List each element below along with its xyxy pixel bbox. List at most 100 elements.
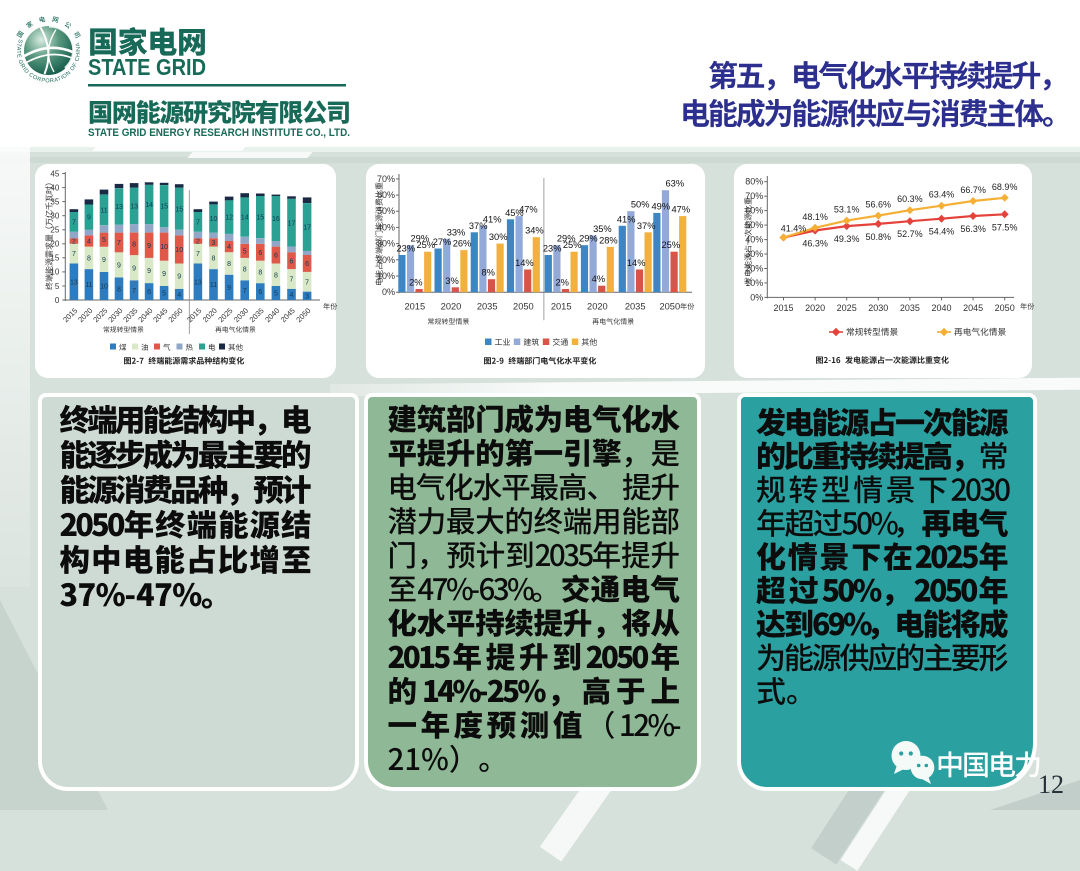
svg-text:8: 8	[212, 255, 216, 262]
svg-text:10: 10	[100, 284, 108, 291]
svg-text:20%: 20%	[745, 264, 763, 274]
svg-text:2035: 2035	[625, 302, 646, 312]
svg-text:33%: 33%	[447, 227, 466, 237]
svg-text:0: 0	[55, 296, 60, 305]
svg-text:5: 5	[102, 237, 106, 244]
svg-text:49.3%: 49.3%	[834, 234, 860, 244]
svg-text:8: 8	[132, 241, 136, 248]
svg-text:2040: 2040	[931, 303, 951, 313]
svg-text:30%: 30%	[745, 249, 763, 259]
svg-text:7: 7	[196, 251, 200, 258]
svg-text:7: 7	[72, 251, 76, 258]
svg-text:10: 10	[50, 268, 59, 277]
svg-text:5: 5	[274, 291, 278, 298]
svg-text:10: 10	[210, 216, 218, 223]
svg-text:23%: 23%	[543, 244, 562, 254]
svg-text:8: 8	[243, 267, 247, 274]
svg-text:2025: 2025	[837, 303, 857, 313]
svg-text:41%: 41%	[483, 214, 502, 224]
svg-text:45: 45	[50, 169, 59, 178]
svg-text:50%: 50%	[631, 200, 650, 210]
svg-text:7: 7	[72, 220, 76, 227]
svg-text:4: 4	[177, 292, 181, 299]
svg-text:2015: 2015	[551, 302, 572, 312]
svg-text:56.6%: 56.6%	[866, 200, 892, 210]
svg-text:7: 7	[290, 277, 294, 284]
svg-text:14: 14	[145, 202, 153, 209]
svg-text:8%: 8%	[481, 268, 494, 278]
svg-text:6: 6	[258, 250, 262, 257]
svg-text:27%: 27%	[433, 237, 452, 247]
svg-text:14%: 14%	[515, 258, 534, 268]
svg-text:10%: 10%	[745, 278, 763, 288]
svg-text:2020: 2020	[76, 306, 94, 324]
svg-text:7: 7	[305, 279, 309, 286]
svg-text:70%: 70%	[377, 174, 395, 184]
svg-text:25%: 25%	[661, 240, 680, 250]
svg-text:41%: 41%	[617, 214, 636, 224]
svg-text:3: 3	[212, 240, 216, 247]
svg-text:80%: 80%	[745, 177, 763, 187]
svg-text:25%: 25%	[563, 240, 582, 250]
svg-text:60.3%: 60.3%	[897, 194, 923, 204]
svg-text:52.7%: 52.7%	[897, 229, 923, 239]
svg-text:29%: 29%	[410, 234, 429, 244]
svg-text:29%: 29%	[557, 234, 576, 244]
svg-text:11: 11	[210, 282, 217, 289]
svg-text:6: 6	[305, 261, 309, 268]
svg-text:8: 8	[227, 261, 231, 268]
svg-text:50%: 50%	[745, 220, 763, 230]
svg-text:25: 25	[50, 226, 59, 235]
svg-text:6: 6	[290, 258, 294, 265]
svg-text:15: 15	[50, 254, 59, 263]
svg-text:50.8%: 50.8%	[866, 232, 892, 242]
svg-text:11: 11	[100, 207, 107, 214]
svg-text:8: 8	[117, 286, 121, 293]
svg-text:5: 5	[243, 248, 247, 255]
svg-text:2035: 2035	[121, 306, 139, 324]
svg-text:50%: 50%	[377, 206, 395, 216]
svg-text:8: 8	[258, 270, 262, 277]
svg-text:13: 13	[70, 279, 78, 286]
svg-text:6: 6	[274, 253, 278, 260]
svg-text:7: 7	[132, 288, 136, 295]
svg-text:56.3%: 56.3%	[960, 224, 986, 234]
svg-text:12: 12	[225, 215, 233, 222]
svg-text:9: 9	[87, 215, 91, 222]
svg-text:34%: 34%	[525, 226, 544, 236]
svg-text:29%: 29%	[579, 234, 598, 244]
svg-text:49%: 49%	[651, 201, 670, 211]
svg-text:30: 30	[50, 212, 59, 221]
svg-text:66.7%: 66.7%	[960, 185, 986, 195]
svg-text:2020: 2020	[441, 302, 462, 312]
svg-text:57.5%: 57.5%	[992, 222, 1018, 232]
svg-text:30%: 30%	[489, 232, 508, 242]
svg-text:40%: 40%	[745, 235, 763, 245]
svg-text:0%: 0%	[382, 287, 395, 297]
svg-text:20: 20	[50, 240, 59, 249]
svg-text:9: 9	[102, 257, 106, 264]
svg-text:2045: 2045	[151, 306, 169, 324]
svg-text:2030: 2030	[232, 306, 250, 324]
svg-text:15: 15	[256, 215, 264, 222]
svg-text:4: 4	[87, 239, 91, 246]
svg-text:2015: 2015	[773, 303, 793, 313]
svg-text:2%: 2%	[555, 278, 568, 288]
svg-text:10%: 10%	[377, 271, 395, 281]
svg-text:11: 11	[85, 282, 92, 289]
svg-text:8: 8	[87, 255, 91, 262]
svg-text:30%: 30%	[377, 239, 395, 249]
svg-text:45%: 45%	[505, 208, 524, 218]
svg-text:48.1%: 48.1%	[802, 212, 828, 222]
svg-text:14%: 14%	[627, 258, 646, 268]
svg-text:2050: 2050	[659, 302, 680, 312]
svg-text:2%: 2%	[409, 278, 422, 288]
svg-text:17: 17	[288, 220, 296, 227]
svg-text:2035: 2035	[900, 303, 920, 313]
svg-text:3%: 3%	[445, 276, 458, 286]
svg-text:2040: 2040	[136, 306, 154, 324]
svg-text:2020: 2020	[201, 306, 219, 324]
svg-text:40: 40	[50, 183, 59, 192]
svg-text:63%: 63%	[665, 179, 684, 189]
svg-text:6: 6	[147, 289, 151, 296]
